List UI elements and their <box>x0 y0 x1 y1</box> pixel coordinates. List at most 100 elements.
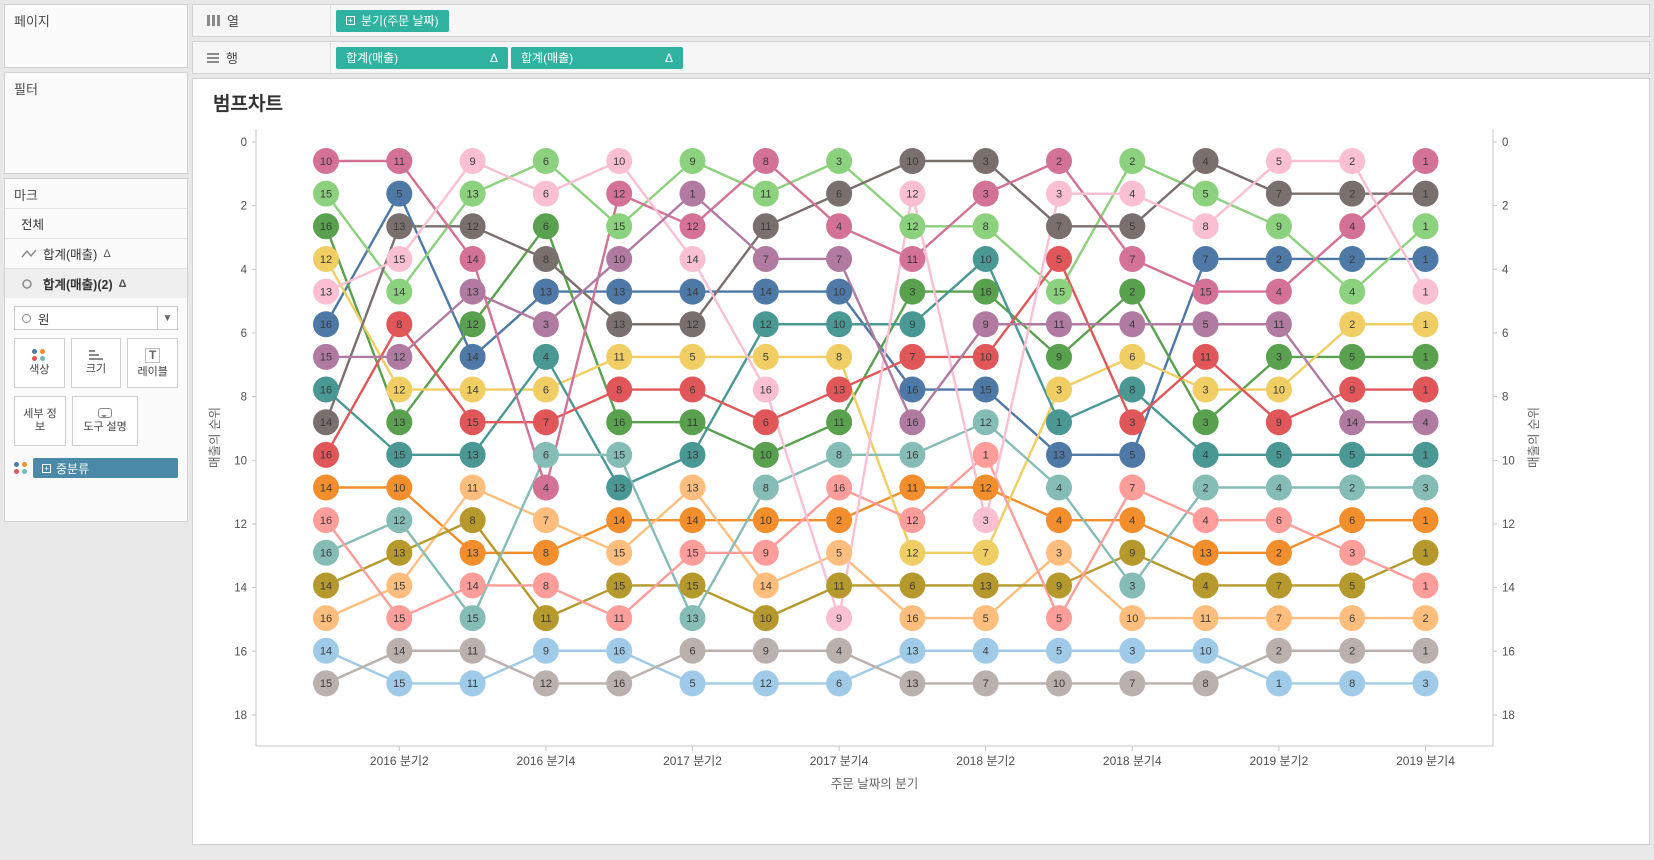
mark-circle[interactable] <box>606 148 633 174</box>
detail-button[interactable]: 세부 정보 <box>14 396 66 446</box>
mark-circle[interactable] <box>752 180 779 207</box>
mark-circle[interactable] <box>1412 572 1439 599</box>
mark-circle[interactable] <box>1412 605 1439 632</box>
mark-circle[interactable] <box>752 539 779 566</box>
mark-circle[interactable] <box>1119 278 1146 305</box>
mark-circle[interactable] <box>972 213 999 240</box>
mark-circle[interactable] <box>1046 474 1072 501</box>
mark-circle[interactable] <box>752 213 779 240</box>
mark-circle[interactable] <box>899 670 926 697</box>
mark-circle[interactable] <box>826 409 853 436</box>
mark-circle[interactable] <box>679 311 706 338</box>
mark-circle[interactable] <box>532 376 559 403</box>
mark-circle[interactable] <box>606 507 633 534</box>
mark-circle[interactable] <box>972 180 999 207</box>
mark-circle[interactable] <box>459 213 486 240</box>
plus-box-icon[interactable]: + <box>42 463 51 473</box>
mark-circle[interactable] <box>532 637 559 664</box>
mark-circle[interactable] <box>1119 605 1146 632</box>
series-line-LG[interactable] <box>325 159 1427 293</box>
mark-circle[interactable] <box>386 605 413 632</box>
mark-circle[interactable] <box>752 605 779 632</box>
mark-circle[interactable] <box>459 343 486 370</box>
mark-circle[interactable] <box>752 343 779 370</box>
mark-circle[interactable] <box>826 670 853 697</box>
mark-circle[interactable] <box>1046 605 1072 632</box>
mark-circle[interactable] <box>1046 278 1072 305</box>
mark-circle[interactable] <box>1046 311 1072 338</box>
mark-circle[interactable] <box>459 474 486 501</box>
series-line-LP[interactable] <box>325 159 1427 620</box>
mark-circle[interactable] <box>606 213 633 240</box>
mark-circle[interactable] <box>386 245 413 272</box>
mark-circle[interactable] <box>606 278 633 305</box>
mark-circle[interactable] <box>679 670 706 697</box>
mark-circle[interactable] <box>1119 343 1146 370</box>
mark-circle[interactable] <box>1192 474 1219 501</box>
mark-circle[interactable] <box>532 278 559 305</box>
mark-circle[interactable] <box>313 311 339 338</box>
color-button[interactable]: 색상 <box>14 338 65 388</box>
mark-circle[interactable] <box>679 507 706 534</box>
mark-circle[interactable] <box>459 572 486 599</box>
mark-circle[interactable] <box>1412 180 1439 207</box>
mark-circle[interactable] <box>1192 539 1219 566</box>
mark-circle[interactable] <box>826 245 853 272</box>
mark-circle[interactable] <box>1046 637 1072 664</box>
mark-circle[interactable] <box>826 376 853 403</box>
tooltip-button[interactable]: 도구 설명 <box>72 396 138 446</box>
mark-circle[interactable] <box>679 539 706 566</box>
mark-circle[interactable] <box>1412 278 1439 305</box>
mark-circle[interactable] <box>826 507 853 534</box>
mark-circle[interactable] <box>899 539 926 566</box>
mark-circle[interactable] <box>1412 441 1439 468</box>
mark-circle[interactable] <box>972 409 999 436</box>
mark-circle[interactable] <box>752 376 779 403</box>
marks-tab-all[interactable]: 전체 <box>5 208 187 238</box>
mark-circle[interactable] <box>679 474 706 501</box>
mark-circle[interactable] <box>679 343 706 370</box>
series-line-OL[interactable] <box>325 518 1426 620</box>
mark-circle[interactable] <box>972 539 999 566</box>
mark-circle[interactable] <box>972 441 999 468</box>
mark-circle[interactable] <box>1046 213 1072 240</box>
mark-circle[interactable] <box>1412 343 1439 370</box>
plus-box-icon[interactable]: + <box>346 16 355 25</box>
mark-circle[interactable] <box>313 572 339 599</box>
mark-circle[interactable] <box>1339 572 1366 599</box>
mark-circle[interactable] <box>1412 539 1439 566</box>
mark-circle[interactable] <box>1339 180 1366 207</box>
mark-circle[interactable] <box>1265 507 1292 534</box>
mark-circle[interactable] <box>313 409 339 436</box>
mark-circle[interactable] <box>1265 670 1292 697</box>
mark-circle[interactable] <box>313 605 339 632</box>
mark-circle[interactable] <box>826 311 853 338</box>
mark-circle[interactable] <box>313 441 339 468</box>
mark-circle[interactable] <box>1339 441 1366 468</box>
mark-circle[interactable] <box>606 180 633 207</box>
mark-circle[interactable] <box>752 637 779 664</box>
mark-circle[interactable] <box>386 148 413 174</box>
mark-circle[interactable] <box>1192 180 1219 207</box>
mark-circle[interactable] <box>826 148 853 174</box>
mark-circle[interactable] <box>826 278 853 305</box>
mark-circle[interactable] <box>1119 311 1146 338</box>
mark-circle[interactable] <box>459 605 486 632</box>
mark-circle[interactable] <box>459 637 486 664</box>
mark-circle[interactable] <box>386 474 413 501</box>
mark-circle[interactable] <box>1339 278 1366 305</box>
mark-circle[interactable] <box>313 507 339 534</box>
marks-entry-circle[interactable]: 합계(매출)(2) Δ <box>5 268 187 298</box>
mark-circle[interactable] <box>679 148 706 174</box>
mark-circle[interactable] <box>826 605 853 632</box>
mark-circle[interactable] <box>459 670 486 697</box>
mark-circle[interactable] <box>899 311 926 338</box>
mark-circle[interactable] <box>972 670 999 697</box>
mark-circle[interactable] <box>1192 572 1219 599</box>
mark-circle[interactable] <box>1265 148 1292 174</box>
mark-circle[interactable] <box>1412 148 1439 174</box>
mark-circle[interactable] <box>532 409 559 436</box>
mark-circle[interactable] <box>1412 507 1439 534</box>
mark-circle[interactable] <box>752 245 779 272</box>
mark-circle[interactable] <box>1192 605 1219 632</box>
